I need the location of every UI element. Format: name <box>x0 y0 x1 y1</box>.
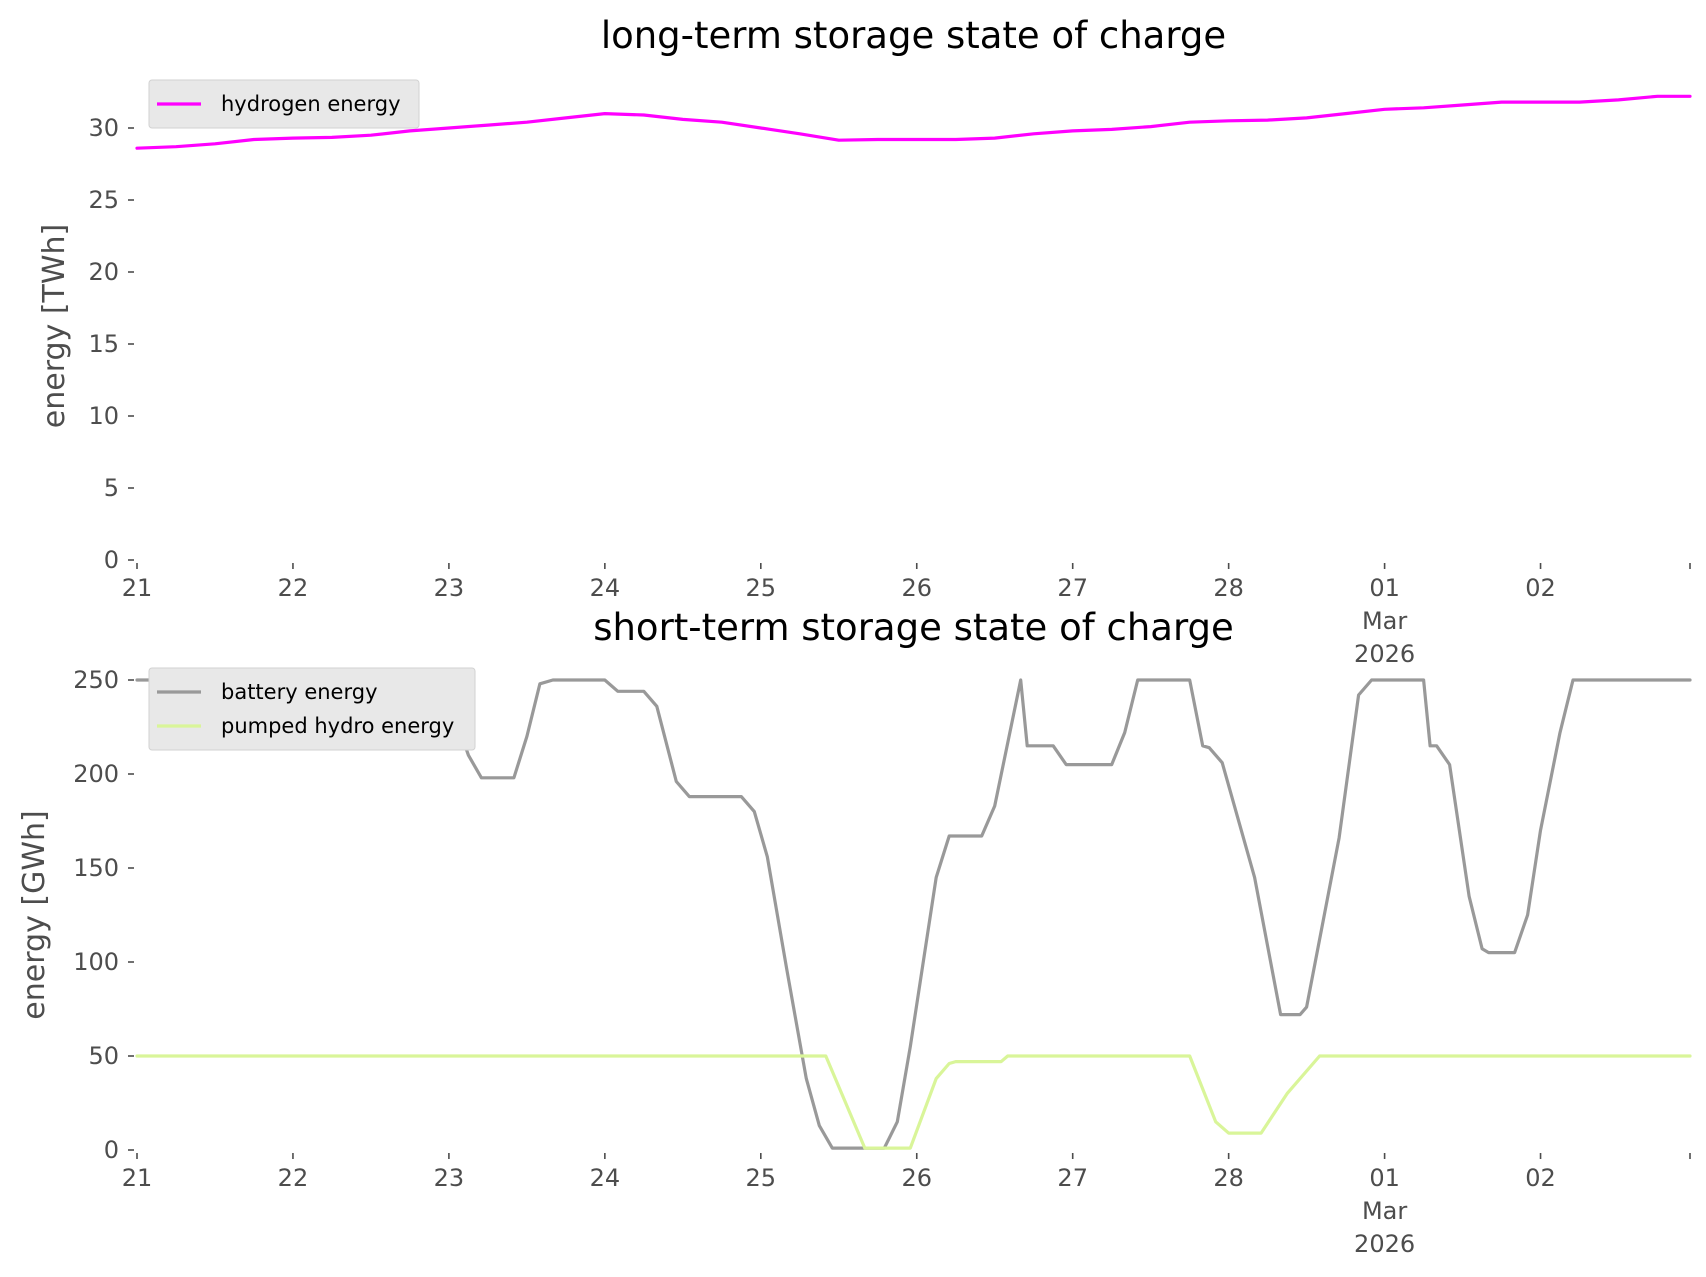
x-tick-label-line: 25 <box>746 574 777 602</box>
x-tick-label-line: 22 <box>278 574 309 602</box>
x-tick-label: 21 <box>122 1164 153 1192</box>
y-tick-label: 0 <box>104 546 119 574</box>
series-line-battery-energy <box>135 678 1692 1150</box>
x-tick-label-line: Mar <box>1362 1197 1407 1225</box>
long-term-storage-chart: long-term storage state of charge energy … <box>37 14 1692 668</box>
legend-box <box>148 667 476 751</box>
chart-title: long-term storage state of charge <box>601 14 1226 57</box>
legend-label: hydrogen energy <box>221 92 401 116</box>
x-tick-label-line: 02 <box>1525 574 1556 602</box>
x-tick-label-line: 24 <box>590 1164 621 1192</box>
x-tick-label-line: 02 <box>1525 1164 1556 1192</box>
y-tick-label: 20 <box>88 258 119 286</box>
x-tick-label-line: 27 <box>1057 1164 1088 1192</box>
x-tick-label-line: 26 <box>901 1164 932 1192</box>
x-tick-label-line: 23 <box>434 574 465 602</box>
x-tick-label-line: 2026 <box>1354 1230 1415 1258</box>
x-tick-label-line: 28 <box>1213 1164 1244 1192</box>
x-tick-label: 24 <box>590 1164 621 1192</box>
short-term-storage-chart: short-term storage state of charge energy… <box>17 606 1692 1258</box>
x-tick-label-line: 21 <box>122 574 153 602</box>
x-tick-label: 27 <box>1057 574 1088 602</box>
y-axis-label: energy [GWh] <box>17 810 52 1019</box>
x-tick-label: 28 <box>1213 574 1244 602</box>
x-tick-label-line: 28 <box>1213 574 1244 602</box>
x-tick-label: 27 <box>1057 1164 1088 1192</box>
x-tick-label-line: 01 <box>1369 1164 1400 1192</box>
x-tick-label-line: 21 <box>122 1164 153 1192</box>
y-tick-label: 200 <box>73 760 119 788</box>
x-tick-label-line: 01 <box>1369 574 1400 602</box>
x-tick-label: 25 <box>746 574 777 602</box>
x-tick-label-line: 27 <box>1057 574 1088 602</box>
x-tick-label: 22 <box>278 574 309 602</box>
legend-label: battery energy <box>221 680 378 704</box>
legend-box <box>148 79 420 129</box>
series-line-pumped-hydro-energy <box>135 1054 1692 1150</box>
x-tick-label-line: Mar <box>1362 607 1407 635</box>
x-tick-label-line: 22 <box>278 1164 309 1192</box>
y-tick-label: 100 <box>73 948 119 976</box>
y-axis-label: energy [TWh] <box>37 224 72 428</box>
y-tick-label: 5 <box>104 474 119 502</box>
x-tick-label: 02 <box>1525 1164 1556 1192</box>
legend-label: pumped hydro energy <box>221 714 454 738</box>
y-tick-label: 15 <box>88 330 119 358</box>
y-tick-label: 30 <box>88 114 119 142</box>
x-tick-label: 01 Mar 2026 <box>1354 1164 1415 1258</box>
x-tick-label-line: 24 <box>590 574 621 602</box>
x-tick-label: 01 Mar 2026 <box>1354 574 1415 668</box>
y-tick-label: 0 <box>104 1136 119 1164</box>
y-tick-label: 10 <box>88 402 119 430</box>
x-tick-label: 26 <box>901 574 932 602</box>
x-tick-label: 21 <box>122 574 153 602</box>
x-tick-label: 22 <box>278 1164 309 1192</box>
x-tick-label: 23 <box>434 574 465 602</box>
x-tick-label-line: 23 <box>434 1164 465 1192</box>
x-tick-label: 02 <box>1525 574 1556 602</box>
x-tick-label-line: 25 <box>746 1164 777 1192</box>
x-tick-label-line: 2026 <box>1354 640 1415 668</box>
x-tick-label: 26 <box>901 1164 932 1192</box>
x-tick-label: 28 <box>1213 1164 1244 1192</box>
chart-title: short-term storage state of charge <box>593 606 1234 649</box>
series-line-hydrogen-energy <box>135 94 1692 150</box>
y-tick-label: 250 <box>73 666 119 694</box>
x-tick-label: 25 <box>746 1164 777 1192</box>
y-tick-label: 50 <box>88 1042 119 1070</box>
y-tick-label: 25 <box>88 186 119 214</box>
y-tick-label: 150 <box>73 854 119 882</box>
x-tick-label: 23 <box>434 1164 465 1192</box>
x-tick-label: 24 <box>590 574 621 602</box>
x-tick-label-line: 26 <box>901 574 932 602</box>
